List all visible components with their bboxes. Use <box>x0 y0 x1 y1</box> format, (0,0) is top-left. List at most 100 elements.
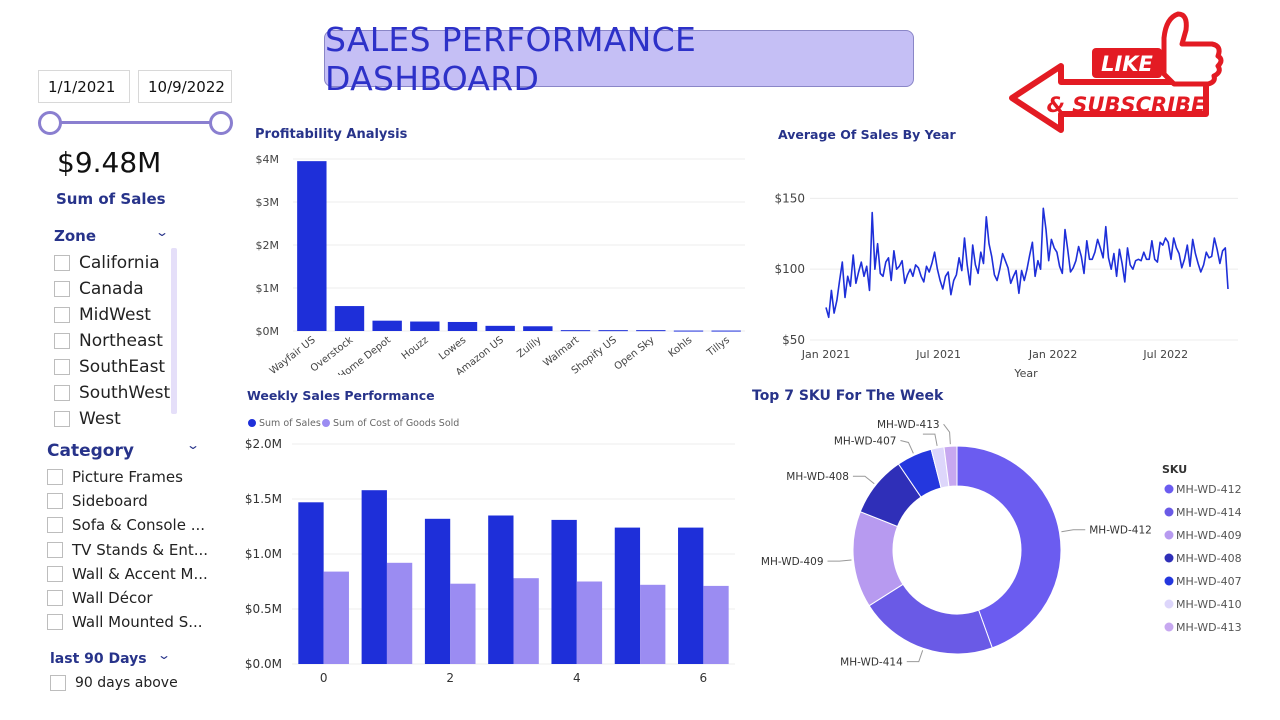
days-chevron-down-icon[interactable]: ⌄ <box>156 648 172 662</box>
dashboard-title: SALES PERFORMANCE DASHBOARD <box>324 20 914 98</box>
checkbox[interactable] <box>54 281 70 297</box>
leader-line <box>906 650 924 663</box>
legend-label: MH-WD-409 <box>1176 529 1242 542</box>
zone-item[interactable]: SouthEast <box>54 354 174 380</box>
subscribe-label: & SUBSCRIBE <box>1047 93 1206 117</box>
category-item-label: TV Stands & Ent... <box>72 540 209 559</box>
zone-item[interactable]: Northeast <box>54 328 174 354</box>
slice-label: MH-WD-407 <box>834 435 897 447</box>
weekly-sales-chart-title: Weekly Sales Performance <box>247 388 435 403</box>
leader-line <box>900 439 914 454</box>
x-tick-label: Jan 2022 <box>1028 348 1077 361</box>
checkbox[interactable] <box>54 359 70 375</box>
end-date-input[interactable]: 10/9/2022 <box>138 70 232 103</box>
legend-label: MH-WD-407 <box>1176 575 1242 588</box>
days-slicer-item-label: 90 days above <box>75 675 178 692</box>
checkbox[interactable] <box>50 675 66 692</box>
bar <box>447 321 478 331</box>
zone-item[interactable]: Canada <box>54 276 174 302</box>
y-tick-label: $2.0M <box>245 437 282 451</box>
legend-label: Sum of Sales <box>259 418 321 429</box>
leader-line <box>922 433 938 446</box>
x-tick-label: Jan 2021 <box>801 348 850 361</box>
y-tick-label: $0M <box>256 325 280 338</box>
start-date-input[interactable]: 1/1/2021 <box>38 70 130 103</box>
checkbox[interactable] <box>47 541 63 558</box>
zone-item[interactable]: MidWest <box>54 302 174 328</box>
category-item[interactable]: Picture Frames <box>47 465 217 489</box>
x-tick-label: 0 <box>320 671 328 685</box>
checkbox[interactable] <box>54 307 70 323</box>
avg-sales-line-chart[interactable]: $50 $100 $150 Jan 2021 Jul 2021 Jan 2022 Jul 2… <box>770 160 1250 385</box>
checkbox[interactable] <box>47 517 63 534</box>
legend-marker <box>1164 599 1174 609</box>
leader-line <box>852 475 875 485</box>
category-chevron-down-icon[interactable]: ⌄ <box>185 438 201 452</box>
y-tick-label: $1.5M <box>245 492 282 506</box>
category-item[interactable]: TV Stands & Ent... <box>47 538 217 562</box>
arrow-left-icon <box>1009 63 1209 133</box>
legend-label: Sum of Cost of Goods Sold <box>333 418 459 429</box>
legend-marker <box>1164 576 1174 586</box>
like-label: LIKE <box>1101 52 1153 76</box>
category-slicer-title: Category <box>47 441 134 461</box>
days-slicer-item[interactable]: 90 days above <box>50 671 178 695</box>
zone-item[interactable]: California <box>54 250 174 276</box>
like-subscribe-badge[interactable]: LIKE & SUBSCRIBE <box>1006 10 1234 152</box>
date-range-start-handle[interactable] <box>38 111 62 135</box>
bar <box>323 571 349 664</box>
checkbox[interactable] <box>47 565 63 582</box>
bar <box>410 321 440 331</box>
x-tick-label: Lowes <box>437 335 468 363</box>
category-item[interactable]: Wall & Accent M... <box>47 562 217 586</box>
top-sku-chart-title: Top 7 SKU For The Week <box>752 388 944 404</box>
bar <box>523 326 553 331</box>
bar <box>298 502 324 664</box>
legend-marker <box>248 419 256 427</box>
y-tick-label: $1M <box>256 282 280 295</box>
x-tick-label: 6 <box>700 671 708 685</box>
y-tick-label: $2M <box>256 239 280 252</box>
checkbox[interactable] <box>47 614 63 631</box>
bar <box>678 527 704 664</box>
checkbox[interactable] <box>54 385 70 401</box>
x-tick-label: Jul 2021 <box>915 348 961 361</box>
zone-item-label: Canada <box>79 279 144 299</box>
weekly-sales-bar-chart[interactable]: Sum of Sales Sum of Cost of Goods Sold $0.… <box>240 410 740 690</box>
checkbox[interactable] <box>54 255 70 271</box>
category-item[interactable]: Wall Mounted S... <box>47 610 217 634</box>
date-range-end-handle[interactable] <box>209 111 233 135</box>
slice-label: MH-WD-409 <box>761 556 824 568</box>
zone-chevron-down-icon[interactable]: ⌄ <box>154 225 170 239</box>
bar <box>636 330 666 332</box>
category-item[interactable]: Sofa & Console ... <box>47 513 217 537</box>
zone-item-label: West <box>79 409 121 429</box>
category-item-label: Sofa & Console ... <box>72 516 206 535</box>
checkbox[interactable] <box>54 411 70 427</box>
kpi-sum-of-sales-label: Sum of Sales <box>56 190 166 208</box>
x-axis-label: Year <box>1013 367 1038 380</box>
zone-item[interactable]: West <box>54 406 174 432</box>
zone-item-label: SouthWest <box>79 383 171 403</box>
top-sku-donut-chart[interactable]: MH-WD-412 MH-WD-414 MH-WD-409 MH-WD-408 MH-W… <box>750 420 1270 675</box>
legend-label: MH-WD-410 <box>1176 598 1242 611</box>
category-item[interactable]: Wall Décor <box>47 586 217 610</box>
checkbox[interactable] <box>47 590 63 607</box>
y-tick-label: $150 <box>774 191 805 205</box>
date-range-slider-track[interactable] <box>50 121 222 124</box>
checkbox[interactable] <box>47 469 63 486</box>
donut-slice <box>868 583 993 655</box>
zone-item[interactable]: SouthWest <box>54 380 174 406</box>
category-item-label: Sideboard <box>72 492 148 511</box>
checkbox[interactable] <box>47 493 63 510</box>
legend-marker <box>322 419 330 427</box>
zone-slicer-list: California Canada MidWest Northeast SouthEas… <box>54 250 174 432</box>
category-item[interactable]: Sideboard <box>47 489 217 513</box>
bar <box>560 330 591 332</box>
bar <box>513 578 539 664</box>
bar <box>598 330 628 332</box>
checkbox[interactable] <box>54 333 70 349</box>
donut-slice <box>943 445 958 488</box>
zone-scrollbar[interactable] <box>171 248 177 414</box>
